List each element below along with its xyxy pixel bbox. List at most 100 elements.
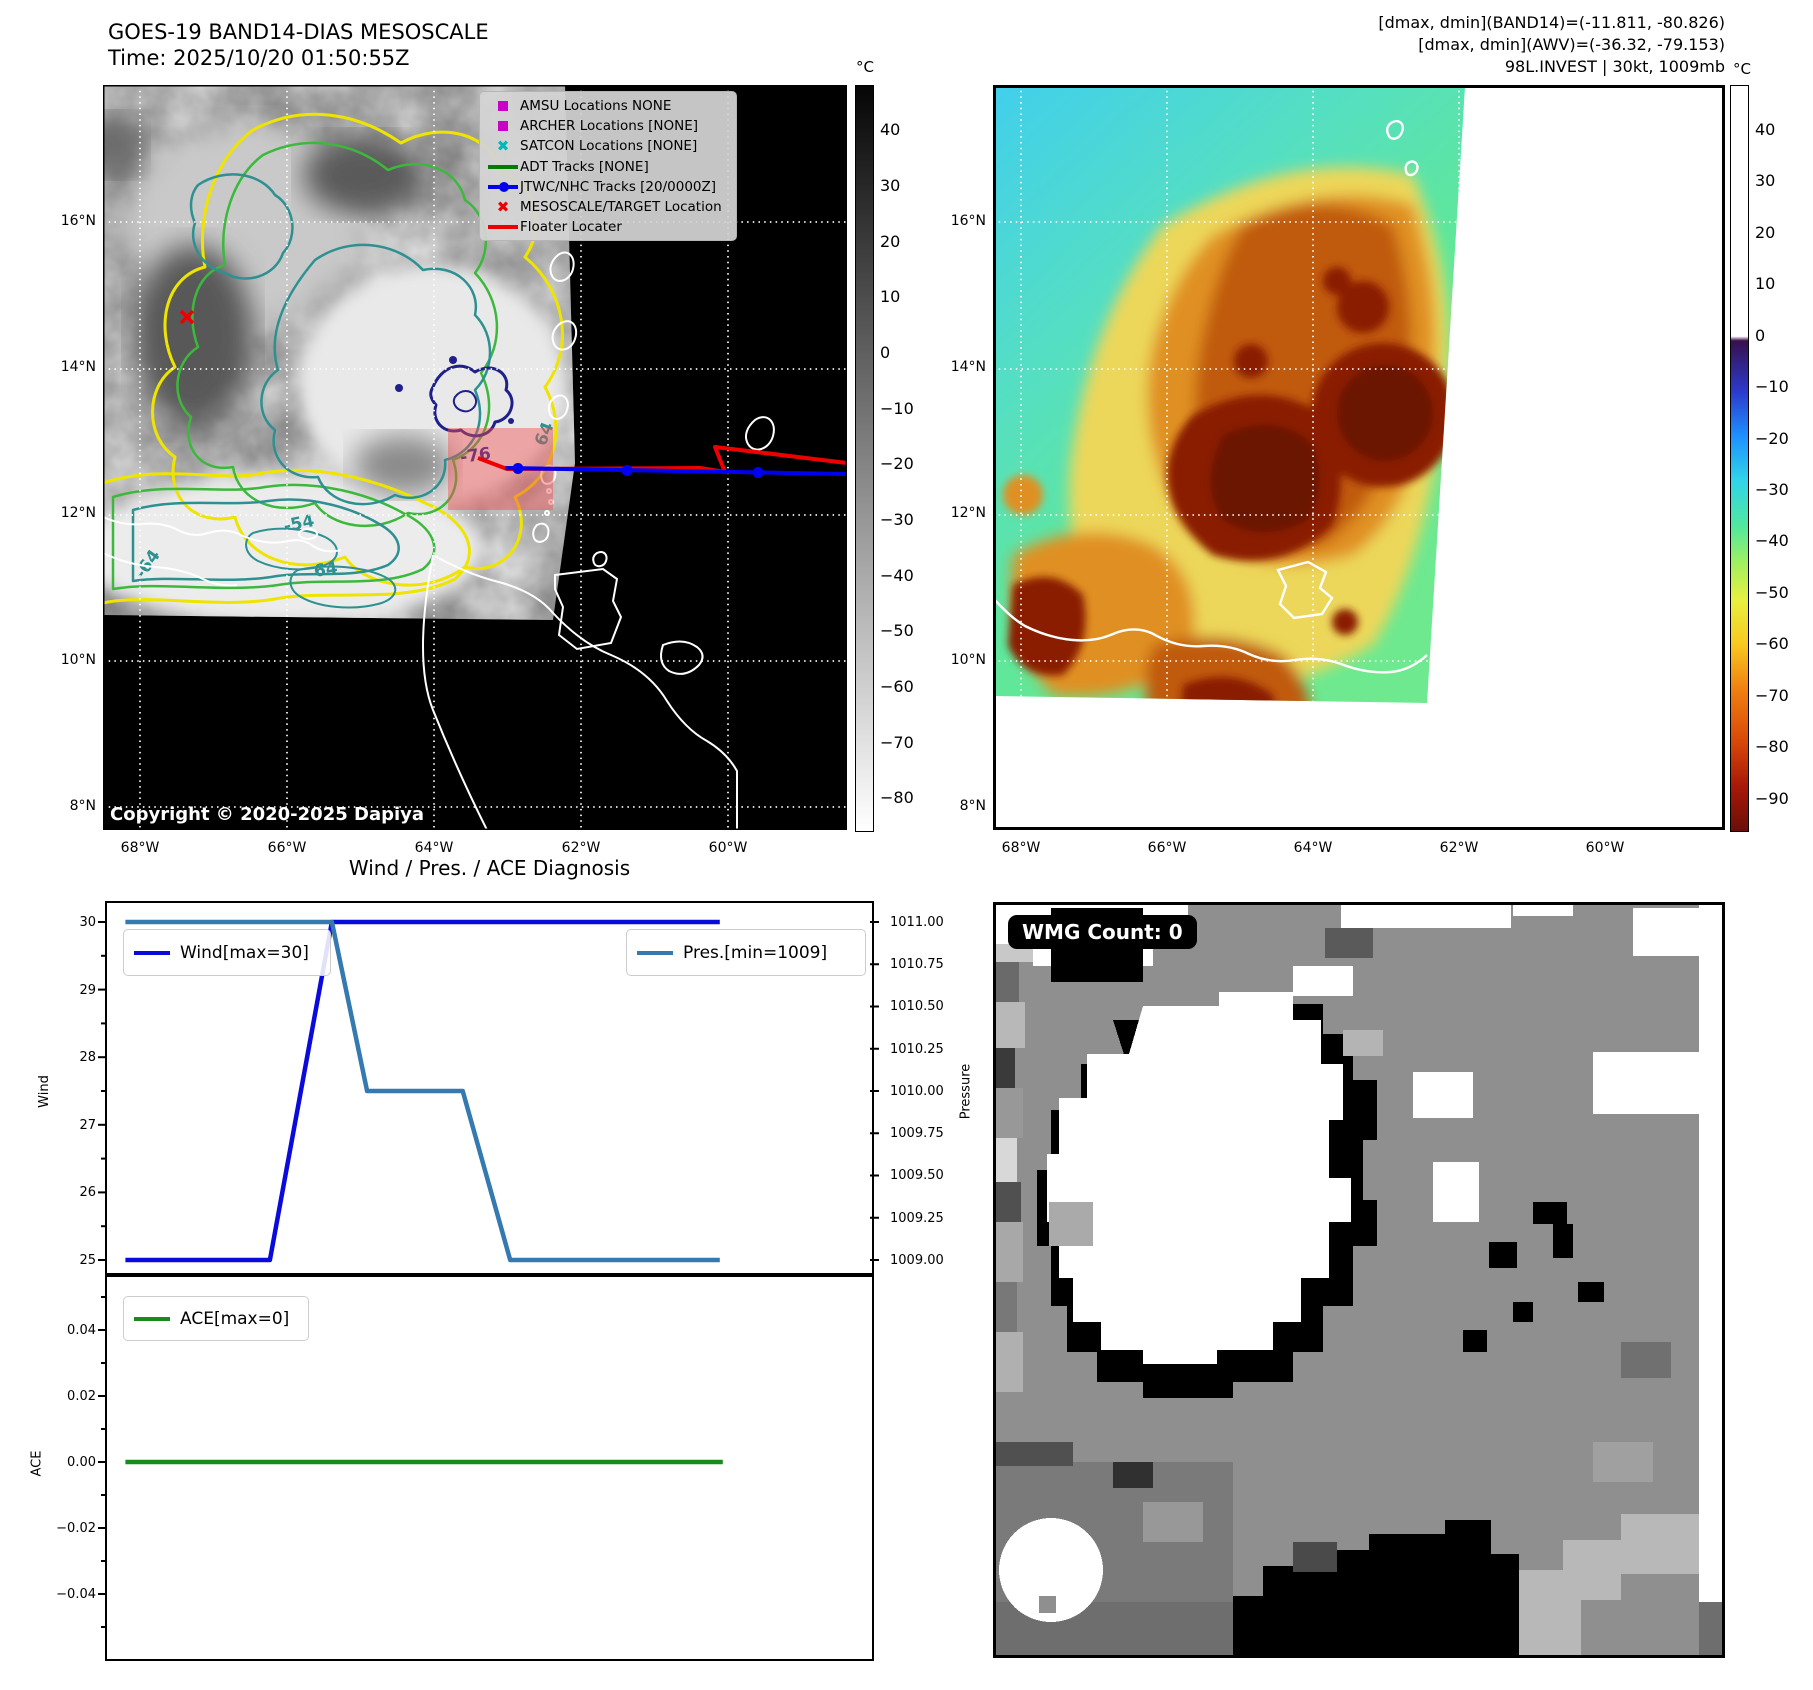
ace-line-swatch (134, 1316, 170, 1321)
timestamp: Time: 2025/10/20 01:50:55Z (108, 46, 410, 70)
colorbar-tick: 20 (1755, 223, 1776, 242)
satcon-x-icon: ✖ (496, 136, 510, 155)
lon-tick-label: 62°W (561, 840, 601, 856)
pressure-tick: 1010.25 (890, 1042, 944, 1057)
storm-tracks (477, 445, 847, 478)
colorbar-tick: −90 (1755, 789, 1789, 808)
wind-pressure-chart (105, 901, 874, 1277)
contour-label-teal-64b: 64 (312, 558, 339, 582)
pressure-tick: 1009.25 (890, 1211, 944, 1226)
legend-item-mesoscale: ✖ MESOSCALE/TARGET Location (486, 197, 730, 217)
colorbar-tick: −10 (880, 399, 914, 418)
colorbar-tick: −10 (1755, 377, 1789, 396)
wind-tick: 27 (79, 1118, 96, 1133)
lat-tick-label: 10°N (60, 652, 96, 668)
pressure-tick: 1009.50 (890, 1168, 944, 1183)
colorbar-tick: −30 (880, 510, 914, 529)
lat-tick-label: 16°N (60, 213, 96, 229)
legend-item-jtwc: JTWC/NHC Tracks [20/0000Z] (486, 177, 730, 197)
ace-chart (105, 1273, 874, 1661)
colorbar-tick: 30 (1755, 171, 1776, 190)
colorbar-tick: 30 (880, 176, 901, 195)
colorbar-tick: −80 (1755, 737, 1789, 756)
lat-tick-label: 14°N (950, 359, 986, 375)
coastline-right (995, 119, 1428, 674)
map-gridlines (103, 85, 847, 830)
colorbar-unit: °C (856, 58, 874, 76)
ace-tick: 0.02 (67, 1389, 96, 1404)
legend-item-archer: ARCHER Locations [NONE] (486, 116, 730, 136)
colorbar-tick: 40 (880, 120, 901, 139)
ace-axis-label: ACE (29, 1450, 45, 1477)
wind-line-swatch (134, 950, 170, 955)
floater-line-icon (486, 225, 520, 230)
lon-tick-label: 64°W (1293, 840, 1333, 856)
ace-legend: ACE[max=0] (123, 1296, 309, 1341)
adt-line-icon (486, 164, 520, 169)
colorbar-tick: −40 (880, 566, 914, 585)
dmax-dmin-band14: [dmax, dmin](BAND14)=(-11.811, -80.826) (1378, 13, 1725, 32)
colorbar-tick: −60 (880, 677, 914, 696)
lat-tick-label: 14°N (60, 359, 96, 375)
pressure-line-swatch (637, 950, 673, 955)
ir-contours (103, 112, 564, 609)
lon-tick-label: 66°W (1147, 840, 1187, 856)
lat-tick-label: 8°N (69, 798, 96, 814)
pressure-tick: 1011.00 (890, 915, 944, 930)
chart-title: Wind / Pres. / ACE Diagnosis (348, 856, 631, 880)
dmax-dmin-awv: [dmax, dmin](AWV)=(-36.32, -79.153) (1418, 35, 1725, 54)
ace-tick: 0.04 (67, 1323, 96, 1338)
lat-tick-label: 12°N (60, 505, 96, 521)
lon-tick-label: 62°W (1439, 840, 1479, 856)
colorbar-tick: −20 (1755, 429, 1789, 448)
ace-tick: −0.04 (56, 1587, 96, 1602)
jtwc-line-dot-icon (486, 181, 520, 192)
colorbar-tick: −70 (1755, 686, 1789, 705)
wind-tick: 29 (79, 983, 96, 998)
colorbar-tick: −30 (1755, 480, 1789, 499)
pressure-tick: 1009.75 (890, 1126, 944, 1141)
wind-tick: 25 (79, 1253, 96, 1268)
colorbar-tick: −50 (880, 621, 914, 640)
rainbow-colorbar (1730, 85, 1749, 832)
wind-legend: Wind[max=30] (123, 929, 331, 976)
legend-item-amsu: AMSU Locations NONE (486, 96, 730, 116)
colorbar-tick: −40 (1755, 531, 1789, 550)
lon-tick-label: 68°W (1001, 840, 1041, 856)
colorbar-tick: −20 (880, 454, 914, 473)
colorbar-tick: 10 (1755, 274, 1776, 293)
pressure-tick: 1010.75 (890, 957, 944, 972)
colorbar-tick: −70 (880, 733, 914, 752)
page-title: GOES-19 BAND14-DIAS MESOSCALE (108, 20, 489, 44)
mesoscale-x-icon: ✖ (496, 197, 510, 216)
pressure-axis-label: Pressure (958, 1063, 974, 1120)
wind-tick: 26 (79, 1185, 96, 1200)
colorbar-tick: −50 (1755, 583, 1789, 602)
storm-id-intensity: 98L.INVEST | 30kt, 1009mb (1504, 57, 1725, 76)
lat-tick-label: 8°N (959, 798, 986, 814)
contour-label-navy: -76 (459, 444, 492, 468)
coastlines (103, 251, 775, 830)
legend-item-adt: ADT Tracks [NONE] (486, 157, 730, 177)
legend-item-satcon: ✖ SATCON Locations [NONE] (486, 136, 730, 156)
colorbar-tick: −80 (880, 788, 914, 807)
amsu-square-icon (486, 101, 520, 112)
lon-tick-label: 60°W (1585, 840, 1625, 856)
pressure-tick: 1010.00 (890, 1084, 944, 1099)
lon-tick-label: 64°W (414, 840, 454, 856)
lat-tick-label: 10°N (950, 652, 986, 668)
ace-tick: −0.02 (56, 1521, 96, 1536)
grayscale-colorbar (855, 85, 874, 832)
copyright-text: Copyright © 2020-2025 Dapiya (110, 804, 425, 825)
awv-color-sector (995, 87, 1465, 703)
colorbar-tick: 0 (1755, 326, 1766, 345)
archer-square-icon (486, 121, 520, 132)
pressure-tick: 1009.00 (890, 1253, 944, 1268)
colorbar-tick: 40 (1755, 120, 1776, 139)
wind-axis-label: Wind (36, 1075, 52, 1108)
lon-tick-label: 68°W (120, 840, 160, 856)
colorbar-tick: 0 (880, 343, 891, 362)
lat-tick-label: 12°N (950, 505, 986, 521)
target-x-marker (179, 309, 195, 325)
